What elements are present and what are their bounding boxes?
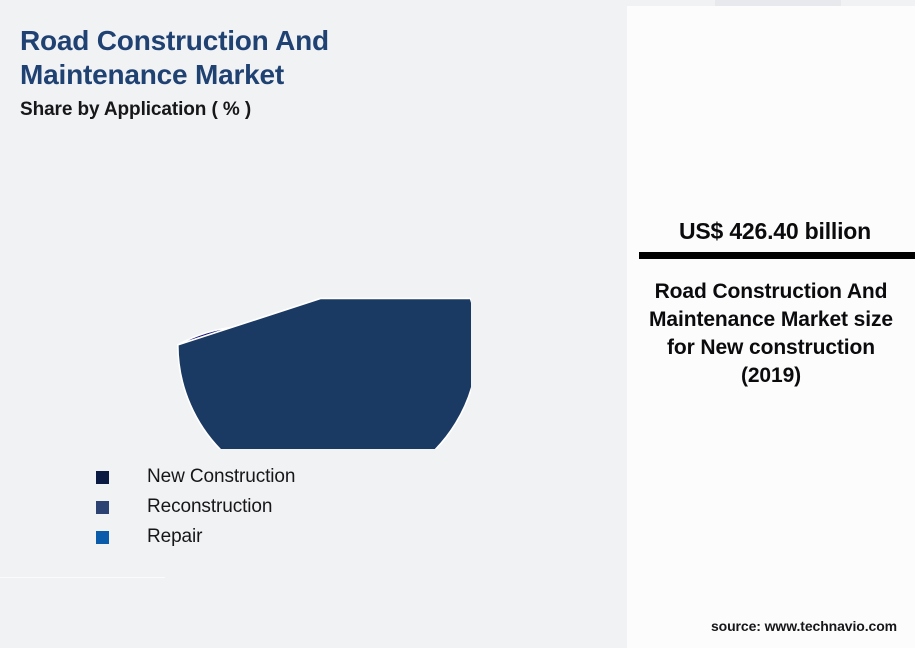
- kpi-divider: [639, 252, 915, 259]
- kpi-panel: US$ 426.40 billion Road Construction And…: [627, 6, 915, 648]
- legend-item[interactable]: Repair: [96, 522, 295, 552]
- chart-legend: New Construction Reconstruction Repair: [96, 462, 295, 552]
- legend-item[interactable]: New Construction: [96, 462, 295, 492]
- legend-swatch-reconstruction: [96, 500, 109, 514]
- legend-item[interactable]: Reconstruction: [96, 492, 295, 522]
- source-attribution: source: www.technavio.com: [710, 618, 897, 634]
- pie-chart: [170, 148, 471, 449]
- pie-slice-new-construction[interactable]: [177, 297, 471, 450]
- legend-label-new-construction: New Construction: [147, 466, 296, 487]
- page-subtitle: Share by Application ( % ): [20, 99, 252, 120]
- kpi-description: Road Construction And Maintenance Market…: [649, 280, 893, 387]
- top-accent-band: [715, 0, 841, 6]
- bottom-divider: [0, 577, 165, 578]
- kpi-value: US$ 426.40 billion: [679, 218, 871, 244]
- pie-chart-svg: [177, 297, 471, 450]
- legend-swatch-repair: [96, 530, 109, 544]
- legend-label-reconstruction: Reconstruction: [147, 496, 273, 517]
- page-title: Road Construction And Maintenance Market: [20, 25, 329, 91]
- chart-area: Road Construction And Maintenance Market…: [0, 25, 471, 578]
- legend-label-repair: Repair: [147, 526, 203, 547]
- legend-swatch-new-construction: [96, 470, 109, 484]
